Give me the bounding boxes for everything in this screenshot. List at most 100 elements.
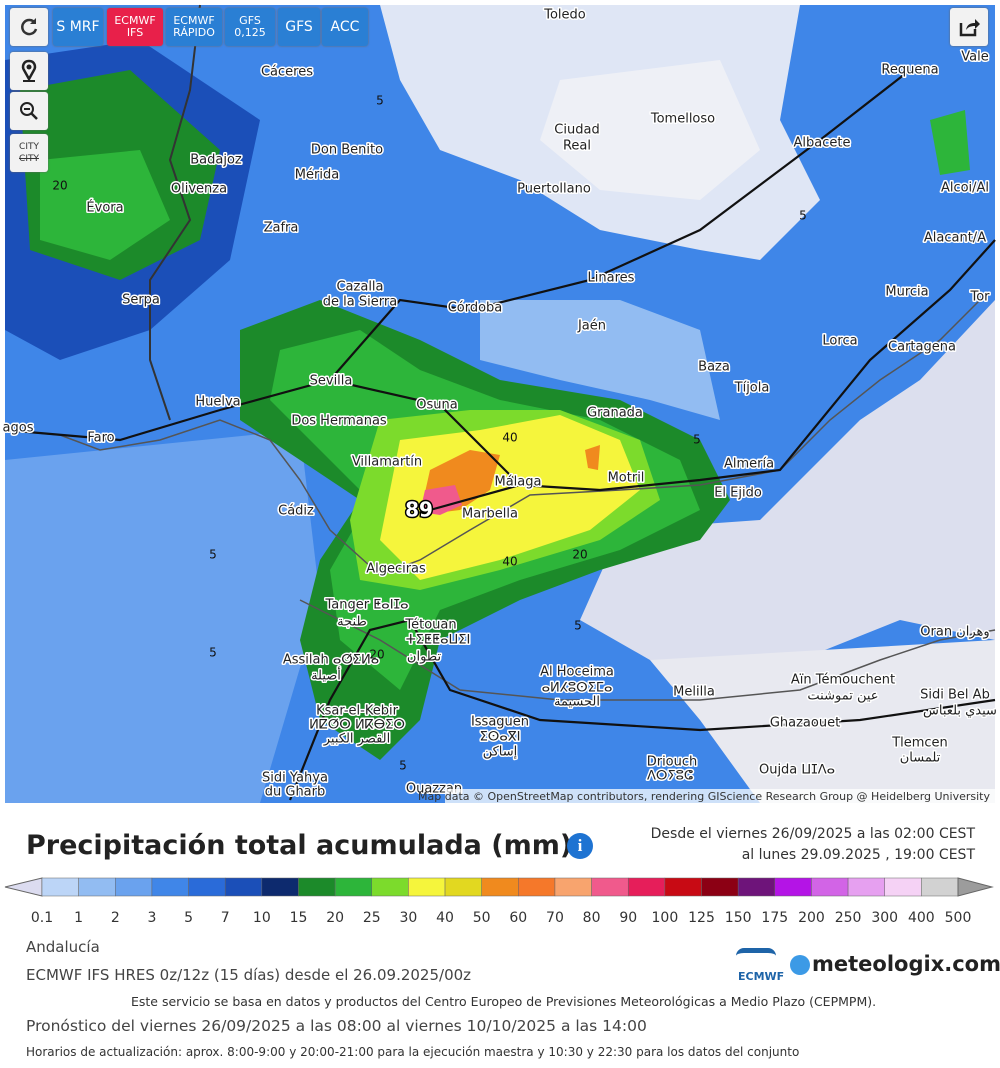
scale-cell — [371, 877, 409, 897]
button-label: 0,125 — [234, 26, 266, 39]
city-label: Linares — [588, 271, 635, 286]
scale-cell — [554, 877, 592, 897]
button-label: GFS — [239, 14, 261, 27]
contour-label: 20 — [369, 648, 384, 662]
scale-cell — [481, 877, 519, 897]
scale-cell — [115, 877, 153, 897]
city-label: Évora — [86, 200, 123, 216]
location-button[interactable] — [10, 52, 48, 90]
city-label: Sevilla — [310, 374, 353, 389]
info-icon[interactable]: i — [567, 833, 593, 859]
scale-cell — [518, 877, 556, 897]
scale-cell — [151, 877, 189, 897]
scale-cell — [921, 877, 959, 897]
city-label: Algeciras — [366, 562, 426, 577]
city-label: Faro — [87, 431, 114, 446]
brand-icon — [790, 955, 810, 975]
city-label: Villamartín — [352, 455, 422, 470]
city-label: Ksar-el-Kebir — [316, 704, 399, 719]
city-label: Cáceres — [261, 65, 313, 80]
refresh-button[interactable] — [10, 8, 48, 46]
coastline — [4, 299, 981, 576]
city-label: Badajoz — [190, 153, 242, 168]
city-label: Don Benito — [311, 143, 383, 158]
city-label: طنجة — [337, 615, 367, 630]
model-button[interactable]: GFS — [278, 8, 320, 46]
scale-label: 60 — [509, 910, 527, 926]
coastline — [299, 599, 996, 701]
city-label: Málaga — [495, 475, 542, 490]
wet-area — [585, 445, 600, 470]
model-info: ECMWF IFS HRES 0z/12z (15 días) desde el… — [26, 966, 472, 984]
scale-label: 15 — [290, 910, 308, 926]
model-button[interactable]: S MRF — [53, 8, 103, 46]
city-label: Alacant/A — [924, 231, 986, 246]
model-button[interactable]: ACC — [322, 8, 368, 46]
contour-label: 40 — [502, 555, 517, 569]
scale-cell — [334, 877, 373, 897]
wet-area — [930, 110, 970, 175]
scale-label: 50 — [473, 910, 491, 926]
model-button[interactable]: ECMWF IFS — [107, 8, 163, 46]
scale-cell — [298, 877, 336, 897]
contour-label: 5 — [399, 759, 407, 773]
zoom-button[interactable] — [10, 92, 48, 130]
region: Andalucía — [26, 938, 100, 956]
city-label: Osuna — [416, 398, 457, 413]
city-label: أصيلة — [311, 667, 341, 684]
city-label: Melilla — [673, 685, 715, 700]
button-label: ACC — [330, 19, 360, 35]
scale-label: 1 — [74, 910, 83, 926]
city-label: Vale — [961, 50, 988, 65]
city-label: Oran وهران — [920, 625, 989, 640]
city-label: الحسيمة — [554, 695, 600, 710]
scale-cell — [701, 877, 739, 897]
city-label: Dos Hermanas — [291, 414, 387, 429]
scale-cell — [41, 877, 79, 897]
city-button[interactable]: CITY CITY — [10, 134, 48, 172]
city-label: Córdoba — [448, 301, 503, 316]
scale-label: 400 — [908, 910, 935, 926]
scale-label: 175 — [761, 910, 788, 926]
button-label: ECMWF — [114, 14, 156, 27]
scale-cell — [78, 877, 116, 897]
model-button[interactable]: GFS 0,125 — [225, 8, 275, 46]
wet-area — [420, 485, 462, 515]
city-label: Tanger ⵟⴰⵏⵊⴰ — [325, 598, 409, 613]
attribution: Map data © OpenStreetMap contributors, r… — [418, 790, 990, 803]
city-label: Motril — [608, 471, 645, 486]
scale-label: 500 — [945, 910, 972, 926]
scale-cell — [591, 877, 629, 897]
forecast-period: Pronóstico del viernes 26/09/2025 a las … — [26, 1017, 647, 1035]
refresh-button-glyph — [21, 18, 38, 36]
button-label: IFS — [126, 26, 144, 39]
city-label: Lorca — [822, 334, 857, 349]
city-label: Almería — [724, 457, 774, 472]
city-label: Oujda ⵡⵊⴷⴰ — [759, 763, 835, 778]
scale-label: 20 — [326, 910, 344, 926]
contour-label: 20 — [52, 179, 67, 193]
city-label: Tomelloso — [650, 112, 715, 127]
color-scale: 0.1 1 2 3 5 7 10 15 20 25 30 40 50 60 70 80 90 100 125 150 1… — [4, 877, 994, 926]
city-label: Driouch — [647, 755, 698, 770]
city-label: Sidi Bel Ab — [920, 688, 990, 703]
contour-label: 5 — [693, 433, 701, 447]
contour-label: 40 — [502, 431, 517, 445]
border — [149, 4, 201, 421]
button-label: S MRF — [56, 19, 100, 35]
city-label: Toledo — [543, 8, 586, 23]
scale-label: 250 — [835, 910, 862, 926]
scale-cell — [884, 877, 922, 897]
city-label: إساكن — [483, 745, 518, 760]
ecmwf-logo-mark — [736, 948, 776, 969]
city-label: Granada — [587, 406, 643, 421]
attribution-bg — [445, 789, 995, 803]
wet-area — [380, 415, 640, 580]
share-button[interactable] — [950, 8, 988, 46]
city-label: القصر الكبير — [323, 732, 391, 747]
city-label: Puertollano — [517, 182, 591, 197]
model-button[interactable]: ECMWF RÁPIDO — [166, 8, 222, 46]
